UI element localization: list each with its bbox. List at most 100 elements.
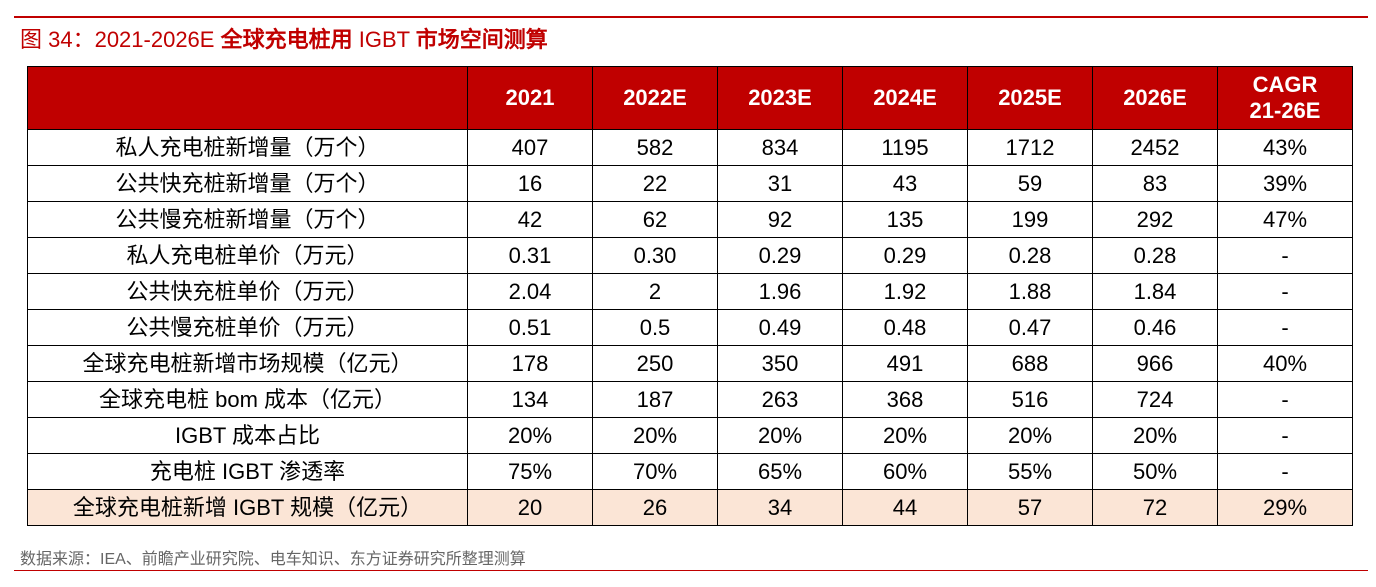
bottom-rule <box>14 570 1368 571</box>
value-cell: 0.28 <box>967 237 1093 274</box>
row-label: 公共快充桩单价（万元） <box>27 273 468 310</box>
value-cell: 55% <box>967 453 1093 490</box>
table-body: 私人充电桩新增量（万个） 407 582 834 1195 1712 2452 43% 公共快充… <box>27 129 1353 526</box>
cagr-line-2: 21-26E <box>1249 98 1321 123</box>
table-row: 公共快充桩单价（万元） 2.04 2 1.96 1.92 1.88 1.84- <box>27 273 1353 310</box>
value-cell: 60% <box>842 453 968 490</box>
row-label: 公共慢充桩新增量（万个） <box>27 201 468 238</box>
cagr-cell: 43% <box>1217 129 1353 166</box>
source-note: 数据来源：IEA、前瞻产业研究院、电车知识、东方证券研究所整理测算 <box>20 551 526 568</box>
value-cell: 20% <box>592 417 718 454</box>
row-label: 全球充电桩新增 IGBT 规模（亿元） <box>27 489 468 526</box>
value-cell: 57 <box>967 489 1093 526</box>
header-row: 2021 2022E 2023E 2024E 2025E 2026E CAGR 2… <box>27 66 1353 130</box>
header-cell-2024e: 2024E <box>842 66 968 130</box>
value-cell: 75% <box>467 453 593 490</box>
value-cell: 72 <box>1092 489 1218 526</box>
value-cell: 34 <box>717 489 843 526</box>
header-cell-2022e: 2022E <box>592 66 718 130</box>
title-bold: 全球充电桩用 <box>220 27 353 52</box>
cagr-cell: 29% <box>1217 489 1353 526</box>
title-mid: IGBT <box>352 27 416 52</box>
value-cell: 1.92 <box>842 273 968 310</box>
cagr-cell: - <box>1217 273 1353 310</box>
row-label: 私人充电桩新增量（万个） <box>27 129 468 166</box>
value-cell: 92 <box>717 201 843 238</box>
header-cell-cagr: CAGR 21-26E <box>1217 66 1353 130</box>
value-cell: 2 <box>592 273 718 310</box>
value-cell: 20 <box>467 489 593 526</box>
table-row: IGBT 成本占比 20% 20% 20% 20% 20% 20% - <box>27 417 1353 454</box>
value-cell: 1.88 <box>967 273 1093 310</box>
table-row: 公共慢充桩新增量（万个） 42 62 92 135 199 292 47% <box>27 201 1353 238</box>
value-cell: 1.96 <box>717 273 843 310</box>
value-cell: 724 <box>1092 381 1218 418</box>
cagr-cell: - <box>1217 453 1353 490</box>
value-cell: 966 <box>1092 345 1218 382</box>
value-cell: 0.49 <box>717 309 843 346</box>
value-cell: 31 <box>717 165 843 202</box>
table-row: 私人充电桩新增量（万个） 407 582 834 1195 1712 2452 43% <box>27 129 1353 166</box>
value-cell: 59 <box>967 165 1093 202</box>
row-label: 公共慢充桩单价（万元） <box>27 309 468 346</box>
value-cell: 70% <box>592 453 718 490</box>
value-cell: 2.04 <box>467 273 593 310</box>
cagr-cell: - <box>1217 417 1353 454</box>
table-row: 全球充电桩新增 IGBT 规模（亿元） 20 26 34 44 57 72 29% <box>27 489 1353 526</box>
cagr-cell: 47% <box>1217 201 1353 238</box>
row-label: 私人充电桩单价（万元） <box>27 237 468 274</box>
table-row: 私人充电桩单价（万元） 0.31 0.30 0.29 0.29 0.28 0.28- <box>27 237 1353 274</box>
value-cell: 16 <box>467 165 593 202</box>
value-cell: 0.51 <box>467 309 593 346</box>
cagr-cell: - <box>1217 309 1353 346</box>
header-cell-2026e: 2026E <box>1092 66 1218 130</box>
top-rule <box>14 16 1368 18</box>
row-label: 全球充电桩 bom 成本（亿元） <box>27 381 468 418</box>
value-cell: 1712 <box>967 129 1093 166</box>
row-label: 充电桩 IGBT 渗透率 <box>27 453 468 490</box>
value-cell: 26 <box>592 489 718 526</box>
table-row: 公共慢充桩单价（万元） 0.51 0.5 0.49 0.48 0.47 0.46- <box>27 309 1353 346</box>
value-cell: 65% <box>717 453 843 490</box>
value-cell: 0.30 <box>592 237 718 274</box>
value-cell: 42 <box>467 201 593 238</box>
value-cell: 50% <box>1092 453 1218 490</box>
table-row: 全球充电桩 bom 成本（亿元） 134 187 263 368 516 724- <box>27 381 1353 418</box>
value-cell: 20% <box>842 417 968 454</box>
value-cell: 83 <box>1092 165 1218 202</box>
value-cell: 0.31 <box>467 237 593 274</box>
value-cell: 0.29 <box>717 237 843 274</box>
value-cell: 44 <box>842 489 968 526</box>
figure-title: 图 34：2021-2026E 全球充电桩用 IGBT 市场空间测算 <box>20 27 548 53</box>
value-cell: 20% <box>467 417 593 454</box>
cagr-cell: 40% <box>1217 345 1353 382</box>
value-cell: 135 <box>842 201 968 238</box>
value-cell: 250 <box>592 345 718 382</box>
title-bold-2: 市场空间测算 <box>415 27 548 52</box>
value-cell: 2452 <box>1092 129 1218 166</box>
value-cell: 0.5 <box>592 309 718 346</box>
value-cell: 199 <box>967 201 1093 238</box>
header-cell-2025e: 2025E <box>967 66 1093 130</box>
cagr-cell: 39% <box>1217 165 1353 202</box>
cagr-cell: - <box>1217 381 1353 418</box>
header-cell-label <box>27 66 468 130</box>
value-cell: 350 <box>717 345 843 382</box>
value-cell: 1.84 <box>1092 273 1218 310</box>
value-cell: 0.48 <box>842 309 968 346</box>
value-cell: 516 <box>967 381 1093 418</box>
value-cell: 834 <box>717 129 843 166</box>
data-table: 2021 2022E 2023E 2024E 2025E 2026E CAGR 2… <box>27 66 1353 526</box>
value-cell: 134 <box>467 381 593 418</box>
value-cell: 20% <box>1092 417 1218 454</box>
header-cell-2021: 2021 <box>467 66 593 130</box>
row-label: 全球充电桩新增市场规模（亿元） <box>27 345 468 382</box>
value-cell: 178 <box>467 345 593 382</box>
value-cell: 368 <box>842 381 968 418</box>
table-row: 充电桩 IGBT 渗透率 75% 70% 65% 60% 55% 50% - <box>27 453 1353 490</box>
value-cell: 0.47 <box>967 309 1093 346</box>
value-cell: 491 <box>842 345 968 382</box>
value-cell: 20% <box>967 417 1093 454</box>
value-cell: 0.28 <box>1092 237 1218 274</box>
value-cell: 263 <box>717 381 843 418</box>
